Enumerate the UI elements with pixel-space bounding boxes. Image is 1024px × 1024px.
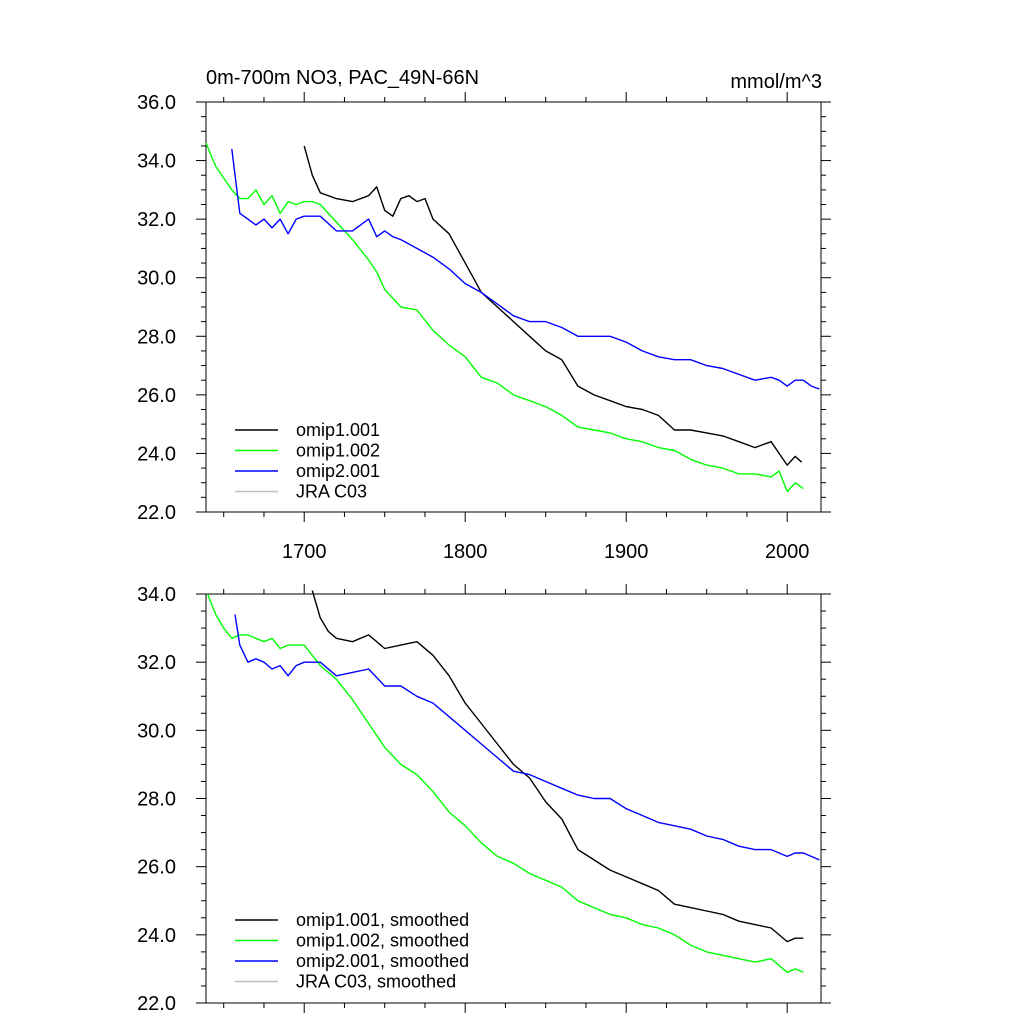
bottom-y-tick-label: 24.0: [137, 925, 176, 947]
bottom-y-tick-label: 32.0: [137, 652, 176, 674]
bottom-legend-label-0: omip1.001, smoothed: [296, 910, 469, 930]
bottom-y-tick-label: 30.0: [137, 720, 176, 742]
top-y-tick-label: 32.0: [137, 209, 176, 231]
bottom-legend-label-1: omip1.002, smoothed: [296, 931, 469, 951]
top-x-tick-label: 2000: [765, 541, 810, 563]
bottom-y-tick-label: 34.0: [137, 584, 176, 606]
top-x-tick-label: 1700: [282, 541, 327, 563]
top-y-tick-label: 34.0: [137, 151, 176, 173]
bottom-legend-label-2: omip2.001, smoothed: [296, 951, 469, 971]
top-y-tick-label: 30.0: [137, 268, 176, 290]
top-legend-label-0: omip1.001: [296, 420, 380, 440]
top-chart-title: 0m-700m NO3, PAC_49N-66N: [206, 67, 479, 89]
top-y-tick-label: 24.0: [137, 443, 176, 465]
bottom-series-line-2: [234, 614, 820, 861]
bottom-y-tick-label: 28.0: [137, 789, 176, 811]
top-y-tick-label: 36.0: [137, 92, 176, 114]
top-legend-label-3: JRA C03: [296, 482, 367, 502]
top-series-line-2: [231, 148, 820, 390]
top-x-tick-label: 1900: [604, 541, 649, 563]
top-chart: 22.0 24.0 26.0 28.0 30.0 32.0 34.0 36.0 1700 1800…: [137, 92, 831, 563]
bottom-series-line-1: [206, 593, 804, 973]
top-y-tick-label: 28.0: [137, 326, 176, 348]
top-legend-label-1: omip1.002: [296, 441, 380, 461]
bottom-series-line-0: [311, 590, 804, 943]
top-chart-units: mmol/m^3: [730, 71, 822, 93]
bottom-y-tick-label: 22.0: [137, 993, 176, 1015]
top-series-line-1: [205, 142, 804, 493]
top-y-tick-label: 22.0: [137, 502, 176, 524]
top-series-line-0: [303, 145, 803, 466]
top-y-tick-label: 26.0: [137, 385, 176, 407]
bottom-legend-label-3: JRA C03, smoothed: [296, 972, 456, 992]
bottom-chart: 22.0 24.0 26.0 28.0 30.0 32.0 34.0 omip1.001, s…: [137, 584, 831, 1015]
top-x-tick-label: 1800: [443, 541, 488, 563]
top-legend-label-2: omip2.001: [296, 461, 380, 481]
bottom-y-tick-label: 26.0: [137, 857, 176, 879]
